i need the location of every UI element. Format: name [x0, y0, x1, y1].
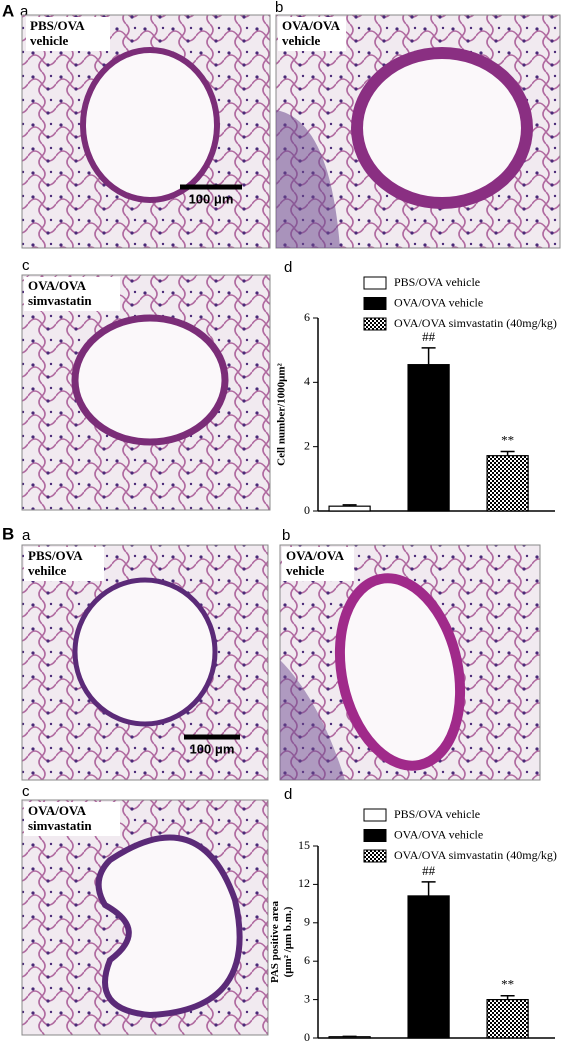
bar [328, 505, 371, 512]
legend-label: PBS/OVA vehicle [394, 275, 480, 289]
micrograph: OVA/OVA vehicle [279, 544, 541, 781]
section-letter: A [2, 1, 14, 20]
section-a: A a b c d PBS/OVA vehicle 100 μm OVA/OVA… [2, 0, 561, 511]
y-tick-label: 6 [304, 953, 310, 967]
micrograph: OVA/OVA vehicle [275, 14, 561, 249]
legend-label: OVA/OVA vehicle [394, 295, 483, 309]
legend-label: OVA/OVA vehicle [394, 827, 483, 841]
legend-swatch [363, 276, 387, 290]
error-bar [421, 347, 436, 365]
micrograph-label: OVA/OVA [282, 18, 341, 33]
micrograph-label: vehicle [30, 33, 68, 48]
bar [486, 998, 529, 1039]
micrograph-label: simvastatin [28, 818, 92, 833]
y-tick-label: 4 [304, 374, 310, 388]
y-axis-label: Cell number/1000μm² [276, 362, 288, 465]
section-letter: B [2, 524, 14, 543]
micrograph-label: vehilce [28, 563, 66, 578]
micrograph-label: OVA/OVA [286, 548, 345, 563]
y-tick-label: 6 [304, 310, 310, 324]
scale-bar-label: 100 μm [190, 741, 235, 756]
panel-letter: a [22, 527, 31, 544]
micrograph-label: OVA/OVA [28, 803, 87, 818]
bar [407, 895, 450, 1039]
panel-letter: b [282, 527, 290, 544]
micrograph-label: OVA/OVA [28, 278, 87, 293]
y-tick-label: 0 [304, 1030, 310, 1043]
micrograph-label: simvastatin [28, 293, 92, 308]
error-bar [500, 450, 515, 456]
legend-swatch [363, 849, 387, 863]
panel-letter: c [22, 783, 30, 800]
y-tick-label: 9 [304, 915, 310, 929]
legend-swatch [363, 808, 387, 822]
micrograph-label: PBS/OVA [28, 548, 83, 563]
micrograph: PBS/OVA vehilce 100 μm [21, 544, 269, 781]
panel-letter: d [284, 259, 292, 276]
y-tick-label: 12 [298, 876, 310, 890]
bar-chart: 0 2 4 6 Cell number/1000μm² PBS/OVA vehicle ##… [276, 275, 557, 517]
y-axis-label: (μm² /μm b.m.) [282, 906, 294, 977]
micrograph: OVA/OVA simvastatin [21, 274, 271, 511]
micrograph-label: PBS/OVA [30, 18, 85, 33]
legend-swatch [363, 829, 387, 842]
micrograph-label: vehicle [282, 33, 320, 48]
error-bar [421, 881, 436, 896]
y-tick-label: 15 [298, 838, 310, 852]
legend-swatch [363, 297, 387, 310]
micrograph-label: vehicle [286, 563, 324, 578]
panel-letter: a [20, 3, 29, 20]
bar-chart: 0 3 6 9 12 15 PAS positive area (μm² /μm b.m.) P… [269, 807, 557, 1043]
panel-letter: b [275, 0, 283, 16]
legend-label: OVA/OVA simvastatin (40mg/kg) [394, 848, 557, 862]
micrograph: PBS/OVA vehicle 100 μm [21, 14, 271, 249]
y-tick-label: 3 [304, 991, 310, 1005]
significance-label: ** [501, 432, 514, 447]
y-tick-label: 0 [304, 503, 310, 517]
error-bar [342, 504, 357, 507]
legend-swatch [363, 317, 387, 331]
significance-label: ** [501, 977, 514, 992]
bar [486, 455, 529, 512]
y-axis-label: PAS positive area [269, 900, 281, 983]
scale-bar-label: 100 μm [189, 191, 234, 206]
significance-label: ## [422, 329, 436, 344]
legend-label: PBS/OVA vehicle [394, 807, 480, 821]
significance-label: ## [422, 863, 436, 878]
y-tick-label: 2 [304, 438, 310, 452]
legend-label: OVA/OVA simvastatin (40mg/kg) [394, 316, 557, 330]
panel-letter: c [22, 257, 30, 274]
micrograph: OVA/OVA simvastatin [21, 799, 269, 1036]
panel-letter: d [284, 786, 292, 803]
bar [407, 364, 450, 512]
section-b: B a b c d PBS/OVA vehilce 100 μm OVA/OVA… [2, 524, 541, 1036]
error-bar [500, 995, 515, 1000]
